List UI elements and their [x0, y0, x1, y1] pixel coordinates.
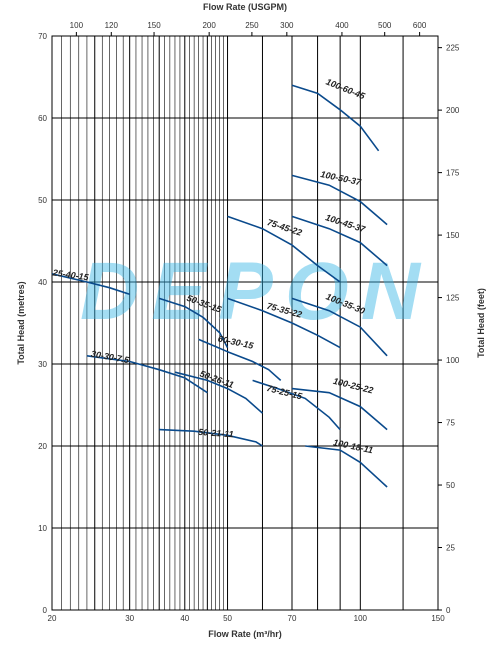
x2-tick-label: 150 — [147, 21, 161, 30]
plot-frame — [51, 35, 439, 611]
series-line — [291, 215, 388, 267]
y2-tick-label: 175 — [446, 169, 460, 178]
series-line — [291, 297, 388, 357]
series-line — [227, 215, 341, 283]
series-line — [86, 355, 208, 394]
x-tick-label: 40 — [180, 614, 189, 623]
y-tick-label: 0 — [43, 606, 48, 615]
series-line — [51, 273, 130, 296]
x2-tick-label: 400 — [335, 21, 349, 30]
y-tick-label: 60 — [38, 114, 47, 123]
series-line — [174, 371, 264, 414]
curve-label: 50-21-11 — [198, 427, 234, 439]
series-line — [305, 445, 388, 488]
y2-tick-label: 50 — [446, 481, 455, 490]
y2-tick-label: 0 — [446, 606, 451, 615]
x2-tick-label: 200 — [202, 21, 216, 30]
x2-tick-label: 120 — [105, 21, 119, 30]
y-tick-label: 20 — [38, 442, 47, 451]
x-tick-label: 70 — [288, 614, 297, 623]
y-tick-label: 50 — [38, 196, 47, 205]
y-tick-label: 70 — [38, 32, 47, 41]
y2-tick-label: 225 — [446, 44, 460, 53]
y2-tick-label: 100 — [446, 356, 460, 365]
y-axis-title: Total Head (metres) — [16, 281, 26, 364]
series-line — [291, 387, 388, 431]
series-line — [198, 338, 282, 381]
series-line — [159, 428, 263, 447]
x-tick-label: 20 — [48, 614, 57, 623]
x2-tick-label: 250 — [245, 21, 259, 30]
y-tick-label: 10 — [38, 524, 47, 533]
y2-tick-label: 25 — [446, 544, 455, 553]
x-axis-title: Flow Rate (m³/hr) — [208, 629, 282, 639]
grid-lines — [52, 35, 438, 611]
y2-tick-label: 150 — [446, 231, 460, 240]
series-line — [252, 379, 341, 431]
y2-tick-label: 125 — [446, 294, 460, 303]
y2-tick-label: 75 — [446, 419, 455, 428]
x2-tick-label: 500 — [378, 21, 392, 30]
series-lines — [51, 84, 388, 488]
top-x-axis-title: Flow Rate (USGPM) — [203, 2, 287, 12]
right-y-axis-title: Total Head (feet) — [476, 288, 486, 358]
axis-ticks: 0 10 20 30 40 50 60 70 20 30 40 50 70 100 150 100 120 150… — [38, 21, 460, 623]
watermark-text: DEPON — [80, 246, 422, 337]
x2-tick-label: 100 — [70, 21, 84, 30]
x-tick-label: 100 — [354, 614, 368, 623]
x2-tick-label: 300 — [280, 21, 294, 30]
x2-tick-label: 600 — [413, 21, 427, 30]
y-tick-label: 40 — [38, 278, 47, 287]
series-line — [291, 84, 380, 152]
series-line — [158, 297, 229, 348]
y-tick-label: 30 — [38, 360, 47, 369]
x-tick-label: 150 — [431, 614, 445, 623]
x-tick-label: 50 — [223, 614, 232, 623]
series-line — [227, 297, 341, 349]
series-line — [291, 174, 388, 226]
x-tick-label: 30 — [125, 614, 134, 623]
y2-tick-label: 200 — [446, 106, 460, 115]
